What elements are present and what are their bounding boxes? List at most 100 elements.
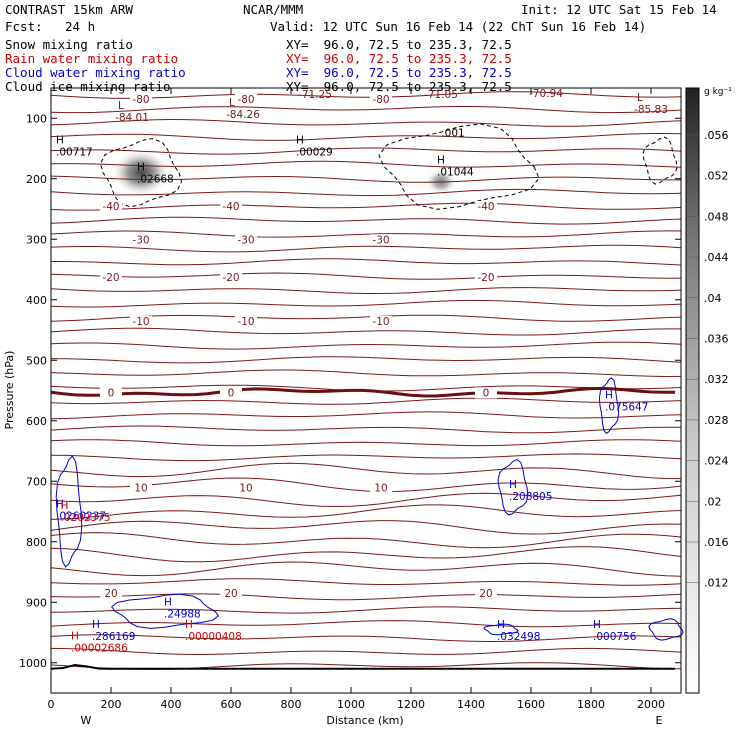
snow-max-mark: H: [137, 162, 145, 174]
rain-max-value: .00002686: [71, 642, 128, 654]
isotherm-label-bg: [370, 482, 392, 494]
y-tick-label: 700: [26, 475, 47, 488]
rain-max-value: .0202375: [61, 512, 111, 524]
y-tick-label: 800: [26, 536, 47, 549]
isotherm-line: [50, 593, 682, 601]
isotherm-label-bg: [370, 93, 392, 105]
special-contours: .001: [50, 123, 684, 670]
isotherm-label: -30: [132, 234, 149, 246]
snow-max-value: .00717: [56, 146, 93, 158]
isotherm-line: [50, 453, 682, 462]
isotherm-line: [50, 561, 682, 577]
isotherm-label-bg: [475, 271, 497, 283]
colorbar: .056 .052 .048 .044 .04 .036 .032 .028 .024 .02 .0…: [685, 87, 729, 694]
isotherm-line: [50, 520, 682, 535]
isotherm-label-bg: [475, 200, 497, 212]
x-tick-label: 0: [48, 698, 55, 711]
isotherm-line: [50, 634, 682, 642]
snow-contour: [642, 136, 678, 185]
field-name-cloud-ice: Cloud ice mixing ratio: [5, 79, 171, 94]
isotherm-label: -40: [102, 201, 119, 213]
temperature-low-value: -84.01: [115, 112, 149, 124]
isotherm-label: 0: [483, 387, 490, 399]
colorbar-tick-label: .032: [704, 373, 729, 386]
cloud-water-max-mark: H: [605, 390, 613, 402]
field-name-cloud-water: Cloud water mixing ratio: [5, 65, 186, 80]
isotherm-label: 0: [228, 387, 235, 399]
x-tick-label: 1200: [397, 698, 425, 711]
isotherm-label-bg: [370, 234, 392, 246]
isotherm-label: -30: [237, 234, 254, 246]
isotherm-line: [50, 327, 681, 336]
isotherm-label-bg: [235, 234, 257, 246]
snow-max-mark: H: [437, 154, 445, 166]
isotherm-line: [50, 314, 682, 322]
colorbar-tick-label: .036: [704, 333, 729, 346]
colorbar-tick-label: .052: [704, 170, 729, 183]
isotherm-line: [50, 546, 682, 563]
y-tick-label: 1000: [19, 657, 47, 670]
x-axis-title: Distance (km): [326, 714, 403, 727]
isotherm-label-bg: [130, 482, 152, 494]
isotherm-line: [50, 341, 682, 350]
isotherm-label: -20: [222, 272, 239, 284]
isotherm-line: [50, 147, 682, 155]
isotherm-line: [50, 133, 682, 141]
isotherm-label: -40: [477, 201, 494, 213]
colorbar-tick-label: .02: [704, 495, 722, 508]
cloud-water-max-value: .286169: [92, 631, 135, 643]
isotherm-label: 20: [479, 588, 492, 600]
snow-shade-max-1: [111, 148, 171, 197]
isotherm-label-bg: [130, 234, 152, 246]
isotherm-line: [50, 202, 682, 211]
cloud-water-max-mark: H: [164, 597, 172, 609]
field-xy-snow: XY= 96.0, 72.5 to 235.3, 72.5: [286, 37, 512, 52]
cloud-water-max-mark: H: [509, 479, 517, 491]
field-xy-cloud-water: XY= 96.0, 72.5 to 235.3, 72.5: [286, 65, 512, 80]
colorbar-tick-label: .048: [704, 210, 729, 223]
isotherm-line: [50, 106, 682, 114]
isotherm-line: [50, 532, 682, 549]
isotherm-line: [50, 411, 682, 420]
isotherm-label: -20: [102, 272, 119, 284]
snow-contour: [378, 123, 540, 210]
x-tick-label: 400: [161, 698, 182, 711]
rain-max-mark: H: [71, 630, 79, 642]
field-xy-cloud-ice: XY= 96.0, 72.5 to 235.3, 72.5: [286, 79, 512, 94]
isotherm-label-bg: [475, 387, 497, 399]
cloud-water-max-mark: H: [593, 619, 601, 631]
temperature-low-mark: L: [118, 100, 124, 112]
isotherm-line: [50, 160, 682, 168]
isotherm-line: [50, 175, 681, 183]
y-tick-label: 900: [26, 596, 47, 609]
field-name-rain: Rain water mixing ratio: [5, 51, 179, 66]
isotherm-label: 10: [134, 482, 147, 494]
isotherm-line: [50, 492, 682, 508]
rain-max-value: .00000408: [185, 631, 242, 643]
cloud-water-max-mark: H: [497, 619, 505, 631]
snow-max-mark: H: [296, 134, 304, 146]
snow-max-mark: H: [56, 134, 64, 146]
x-end-left: W: [81, 714, 92, 727]
isotherm-line: [50, 287, 682, 294]
x-tick-label: 1400: [457, 698, 485, 711]
y-tick-label: 300: [26, 233, 47, 246]
cloud-water-contour: [111, 593, 219, 629]
isotherm-label-bg: [235, 482, 257, 494]
isotherm-line: [50, 244, 682, 253]
isotherm-line: [50, 118, 682, 127]
isotherm-line: [50, 230, 682, 238]
x-tick-label: 1800: [577, 698, 605, 711]
cloud-water-max-value: .000756: [593, 631, 637, 643]
isotherm-line: [50, 647, 682, 656]
plot-frame: [50, 87, 682, 694]
init-time: Init: 12 UTC Sat 15 Feb 14: [521, 2, 717, 17]
isotherm-line: [50, 272, 682, 280]
isotherm-label: -80: [372, 94, 389, 106]
temperature-low-value: -84.26: [226, 109, 260, 121]
isotherm-label: 20: [224, 588, 237, 600]
isotherm-line: [50, 425, 681, 434]
temperature-label: -70.94: [529, 88, 563, 100]
cloud-water-max-value: .075647: [605, 402, 648, 414]
isotherm-label-bg: [475, 588, 497, 600]
